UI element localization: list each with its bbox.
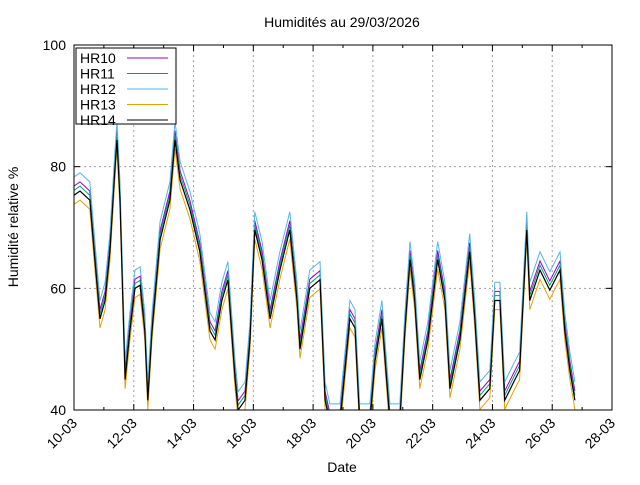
y-tick-label: 100 [43,37,67,53]
y-tick-label: 40 [50,402,66,418]
legend-label: HR13 [80,97,116,113]
legend-label: HR10 [80,50,116,66]
legend-label: HR12 [80,81,116,97]
x-tick-label: 20-03 [342,415,379,452]
x-tick-label: 10-03 [43,415,80,452]
x-tick-label: 24-03 [462,415,499,452]
x-tick-label: 22-03 [402,415,439,452]
y-tick-label: 60 [50,280,66,296]
x-tick-label: 18-03 [283,415,320,452]
y-tick-label: 80 [50,159,66,175]
x-tick-label: 16-03 [223,415,260,452]
series-line-hr12 [74,121,576,405]
chart-title: Humidités au 29/03/2026 [264,14,420,30]
series-lines [74,121,576,410]
x-tick-label: 14-03 [163,415,200,452]
x-axis-label: Date [327,459,357,475]
x-tick-label: 12-03 [103,415,140,452]
y-axis-label: Humidité relative % [5,167,21,288]
legend-label: HR14 [80,112,116,128]
legend-box [75,47,177,125]
series-line-hr14 [74,139,576,410]
legend-label: HR11 [80,66,115,82]
x-tick-label: 26-03 [522,415,559,452]
x-tick-label: 28-03 [581,415,618,452]
